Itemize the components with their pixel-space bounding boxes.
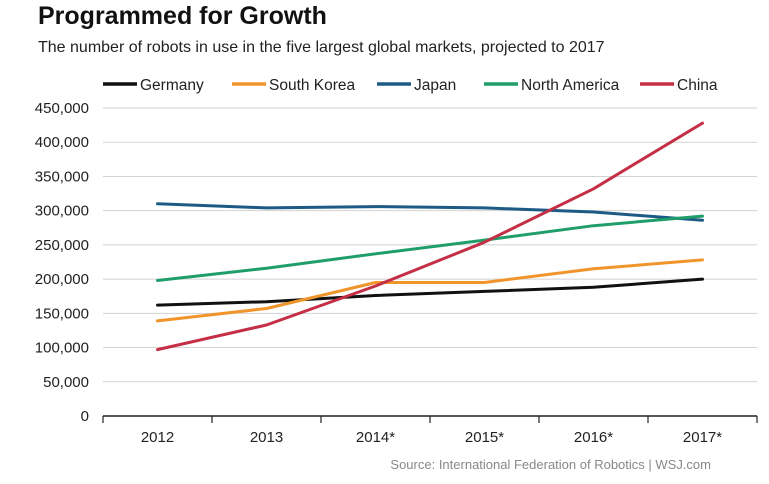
x-tick-label: 2015* — [465, 429, 504, 446]
y-tick-label: 300,000 — [35, 203, 89, 220]
y-tick-label: 100,000 — [35, 340, 89, 357]
series-line-north-america — [156, 214, 704, 282]
series-line-germany — [156, 277, 704, 307]
source-note: Source: International Federation of Robo… — [390, 457, 711, 472]
series-line-japan — [156, 202, 704, 222]
grid — [103, 107, 757, 383]
y-tick-label: 250,000 — [35, 237, 89, 254]
chart-subtitle: The number of robots in use in the five … — [38, 39, 605, 56]
legend-label-china: China — [677, 77, 718, 94]
y-tick-label: 450,000 — [35, 100, 89, 117]
series-line-china — [156, 121, 704, 352]
y-tick-label: 200,000 — [35, 271, 89, 288]
x-axis-ticks: 2012 2013 2014* 2015* 2016* 2017* — [102, 416, 758, 446]
x-tick-label: 2017* — [683, 429, 722, 446]
legend-label-north-america: North America — [521, 77, 620, 94]
y-tick-label: 400,000 — [35, 134, 89, 151]
y-tick-label: 150,000 — [35, 305, 89, 322]
series-lines — [156, 121, 704, 352]
legend-label-germany: Germany — [140, 77, 204, 94]
y-tick-label: 350,000 — [35, 168, 89, 185]
legend: Germany South Korea Japan North America Chin… — [103, 77, 718, 94]
y-axis-ticks: 0 50,000 100,000 150,000 200,000 250,000 300,0… — [35, 100, 89, 425]
x-tick-label: 2012 — [141, 429, 174, 446]
series-line-south-korea — [156, 258, 704, 323]
x-tick-label: 2014* — [356, 429, 395, 446]
y-tick-label: 0 — [81, 408, 89, 425]
x-tick-label: 2013 — [250, 429, 283, 446]
chart-title: Programmed for Growth — [38, 2, 327, 30]
y-tick-label: 50,000 — [43, 374, 89, 391]
x-tick-label: 2016* — [574, 429, 613, 446]
legend-label-japan: Japan — [414, 77, 456, 94]
legend-label-south-korea: South Korea — [269, 77, 356, 94]
